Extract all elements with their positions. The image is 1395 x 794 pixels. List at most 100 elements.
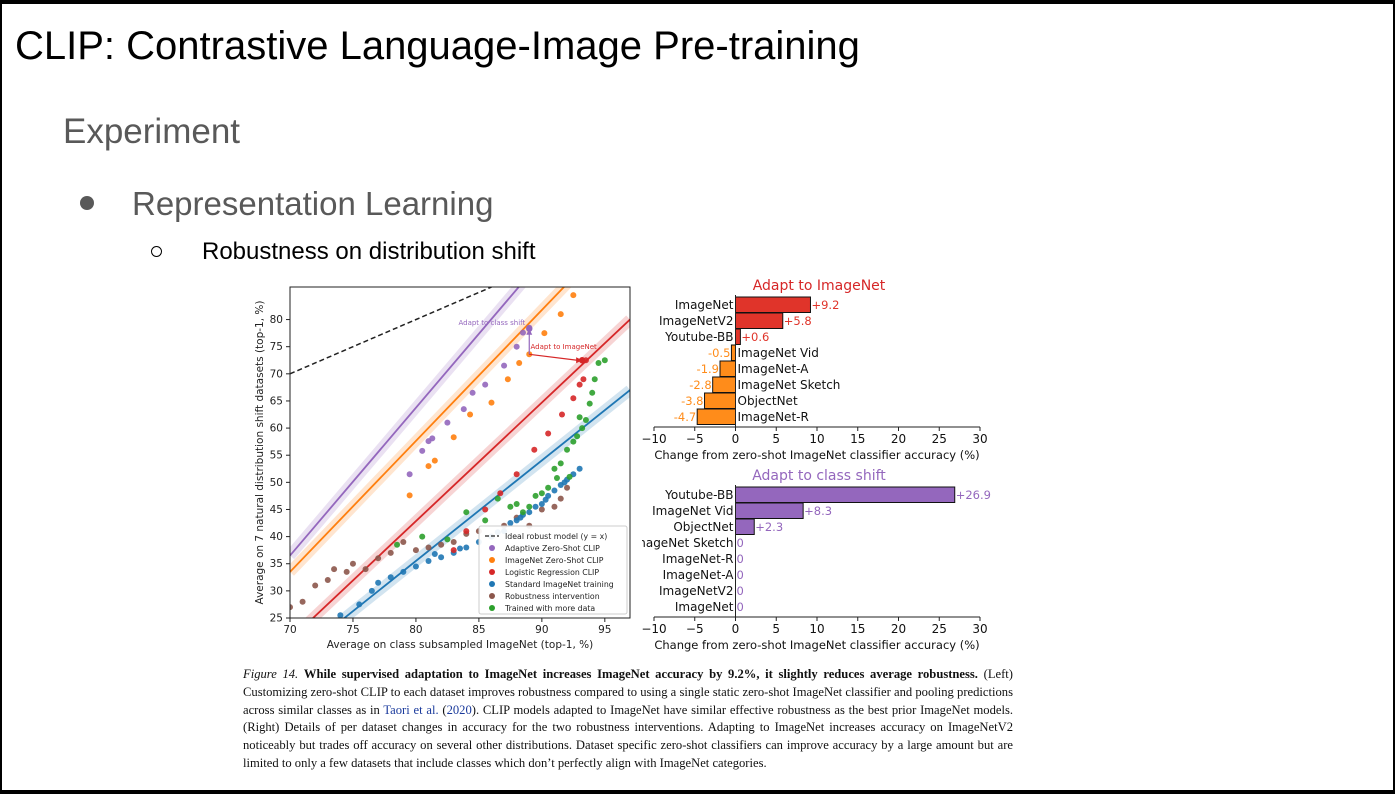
x-tick-label: 95	[598, 624, 611, 636]
data-point-adaptive-zero-shot-clip	[419, 447, 426, 454]
bar-objectnet	[704, 392, 736, 409]
legend-label: Ideal robust model (y = x)	[505, 532, 607, 541]
data-point-trained-with-more-data	[482, 517, 489, 524]
bar-value-label: -0.5	[708, 346, 730, 360]
caption-year-close: ).	[471, 702, 480, 717]
x-tick-label: 70	[283, 624, 296, 636]
bar-category-label: ImageNet Sketch	[738, 378, 841, 392]
bar-category-label: ImageNet	[675, 600, 734, 614]
data-point-standard-imagenet-training	[387, 574, 394, 581]
data-point-trained-with-more-data	[394, 541, 401, 548]
y-tick-label: 70	[270, 368, 283, 380]
y-tick-label: 75	[270, 341, 283, 353]
figure-caption: Figure 14. While supervised adaptation t…	[243, 666, 1013, 773]
bar-imagenetv2	[735, 312, 784, 329]
data-point-imagenet-zero-shot-clip	[570, 292, 577, 299]
bar-category-label: ImageNet Vid	[738, 346, 819, 360]
legend-label: Trained with more data	[504, 604, 595, 613]
data-point-trained-with-more-data	[586, 400, 593, 407]
data-point-logistic-regression-clip	[497, 490, 504, 497]
legend-marker-robustness-intervention	[489, 593, 495, 599]
caption-citation[interactable]: Taori et al.	[383, 702, 439, 717]
bar-category-label: ImageNet Sketch	[642, 536, 734, 550]
x-tick-label: 25	[932, 432, 947, 446]
x-tick-label: 20	[891, 622, 906, 636]
bar-youtube-bb	[735, 328, 741, 345]
data-point-standard-imagenet-training	[431, 550, 438, 557]
data-point-trained-with-more-data	[576, 414, 583, 421]
data-point-adaptive-zero-shot-clip	[460, 406, 467, 413]
bar-chart-adapt-class-shift: Adapt to class shift Youtube-BB +26.9 Image…	[642, 468, 991, 652]
bar-category-label: ImageNet-R	[738, 410, 809, 424]
bar-category-label: ImageNet-A	[663, 568, 735, 582]
bar-imagenet-vid	[735, 502, 804, 519]
data-point-trained-with-more-data	[601, 357, 608, 364]
y-tick-label: 30	[270, 585, 283, 597]
bullet-dot	[80, 196, 94, 210]
data-point-standard-imagenet-training	[551, 487, 558, 494]
caption-text-1: (Left) Customizing zero-shot CLIP to eac…	[243, 667, 1013, 717]
data-point-trained-with-more-data	[553, 475, 560, 482]
y-tick-label: 25	[270, 613, 283, 625]
data-point-robustness-intervention	[400, 539, 407, 546]
data-point-trained-with-more-data	[507, 503, 514, 510]
data-point-robustness-intervention	[425, 544, 432, 551]
data-point-trained-with-more-data	[579, 425, 586, 432]
data-point-standard-imagenet-training	[356, 601, 363, 608]
annotation-class-shift: Adapt to class shift	[458, 319, 525, 327]
x-tick-label: 10	[809, 622, 824, 636]
x-axis-label: Change from zero-shot ImageNet classifie…	[654, 638, 979, 652]
data-point-imagenet-zero-shot-clip	[431, 457, 438, 464]
fit-line-adaptive-zero-shot-clip	[290, 287, 520, 557]
bar-category-label: ObjectNet	[738, 394, 798, 408]
legend-box	[478, 525, 628, 615]
data-point-robustness-intervention	[299, 598, 306, 605]
y-tick-label: 40	[270, 531, 283, 543]
data-point-logistic-regression-clip	[545, 430, 552, 437]
bar-objectnet	[735, 518, 755, 535]
bar-imagenet-r	[696, 408, 736, 425]
bar-value-label: 0	[737, 552, 744, 566]
y-axis-label: Average on 7 natural distribution shift …	[254, 301, 266, 605]
data-point-logistic-regression-clip	[450, 547, 457, 554]
data-point-robustness-intervention	[387, 549, 394, 556]
bar-value-label: 0	[737, 600, 744, 614]
data-point-robustness-intervention	[375, 555, 382, 562]
bar-category-label: ImageNet	[675, 298, 734, 312]
x-tick-label: 0	[732, 432, 740, 446]
bar-category-label: ImageNet Vid	[652, 504, 733, 518]
data-point-logistic-regression-clip	[531, 446, 538, 453]
data-point-adaptive-zero-shot-clip	[406, 471, 413, 478]
data-point-imagenet-zero-shot-clip	[467, 411, 474, 418]
bar-youtube-bb	[735, 486, 956, 503]
data-point-robustness-intervention	[312, 582, 319, 589]
data-point-logistic-regression-clip	[559, 411, 565, 418]
x-axis-label: Average on class subsampled ImageNet (to…	[327, 639, 593, 651]
data-point-standard-imagenet-training	[457, 545, 463, 552]
scatter-chart: Adapt to class shift Adapt to ImageNet 70 7…	[254, 286, 631, 651]
data-point-trained-with-more-data	[564, 446, 571, 453]
data-point-imagenet-zero-shot-clip	[504, 376, 511, 383]
data-point-logistic-regression-clip	[513, 471, 520, 478]
caption-citation-year[interactable]: 2020	[446, 702, 472, 717]
x-tick-label: 0	[732, 622, 740, 636]
caption-text-2: CLIP models adapted to ImageNet have sim…	[243, 702, 1014, 770]
data-point-trained-with-more-data	[545, 484, 552, 491]
y-tick-label: 65	[270, 395, 283, 407]
bar-imagenet-vid	[730, 344, 737, 361]
bar-value-label: +26.9	[956, 488, 991, 502]
bar-value-label: +8.3	[804, 504, 832, 518]
caption-bold: While supervised adaptation to ImageNet …	[303, 667, 978, 681]
y-tick-label: 80	[270, 314, 283, 326]
data-point-trained-with-more-data	[589, 389, 596, 396]
data-point-robustness-intervention	[412, 547, 419, 554]
legend-label: Robustness intervention	[505, 592, 600, 601]
data-point-trained-with-more-data	[538, 490, 545, 497]
x-tick-label: 25	[932, 622, 947, 636]
legend-label: ImageNet Zero-Shot CLIP	[505, 556, 604, 565]
bar-imagenet-sketch	[712, 376, 736, 393]
x-tick-label: 30	[972, 622, 987, 636]
data-point-trained-with-more-data	[513, 501, 520, 508]
data-point-imagenet-zero-shot-clip	[488, 399, 495, 406]
bar-value-label: -1.9	[697, 362, 719, 376]
